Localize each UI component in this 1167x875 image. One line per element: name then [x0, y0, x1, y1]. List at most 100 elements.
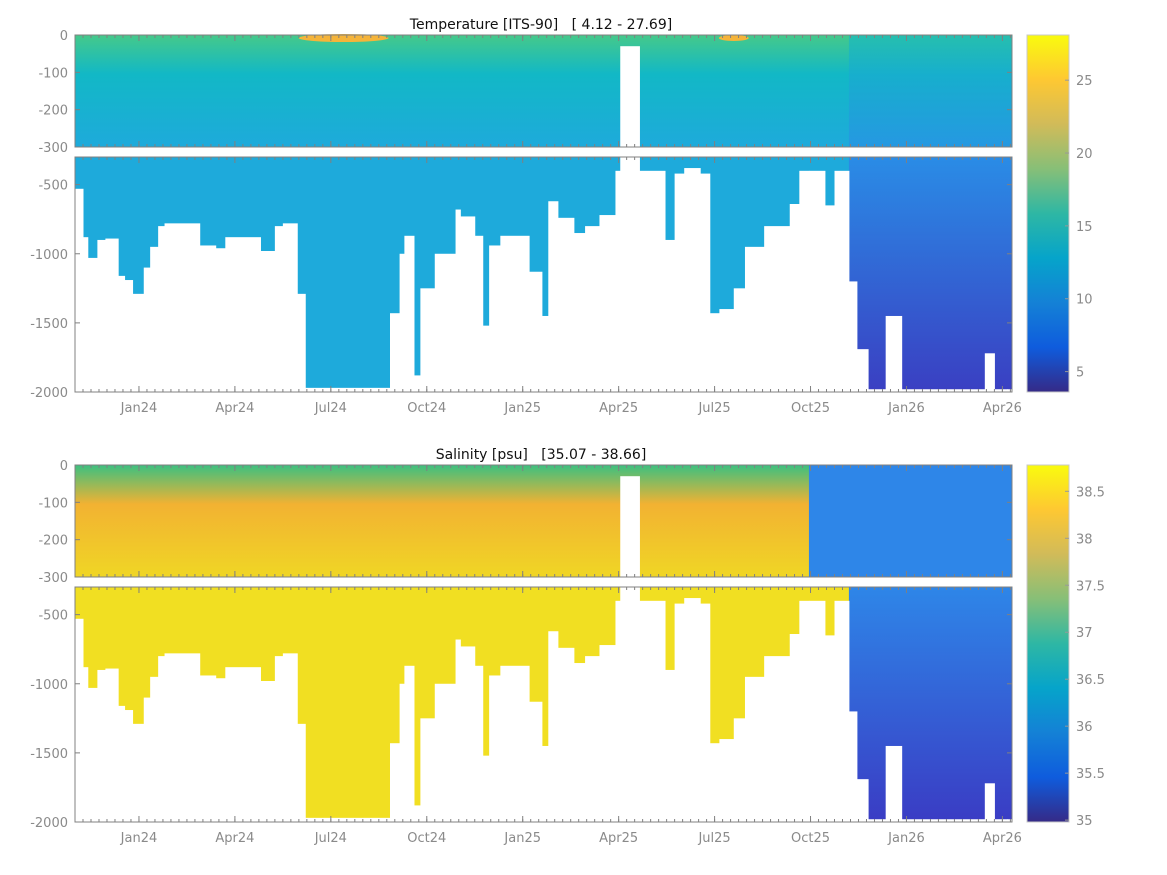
no-data-mask [404, 235, 415, 392]
no-data-mask [260, 681, 276, 822]
colorbar-tick-label: 37 [1076, 626, 1093, 641]
no-data-mask [548, 631, 559, 822]
colorbar-tick-label: 5 [1076, 366, 1084, 381]
colorbar [1026, 34, 1070, 393]
no-data-mask [420, 718, 436, 822]
y-tick-label: -500 [38, 179, 68, 194]
no-data-mask [482, 755, 490, 822]
no-data-mask [404, 665, 415, 822]
no-data-mask [500, 235, 530, 392]
no-data-mask [620, 476, 640, 577]
no-data-mask [885, 745, 903, 822]
no-data-mask [215, 678, 226, 822]
no-data-mask [132, 293, 145, 392]
x-tick-label: Jul24 [314, 831, 347, 846]
x-tick-label: Oct25 [791, 831, 830, 846]
y-tick-label: -300 [38, 141, 68, 156]
colorbar-tick-label: 25 [1076, 74, 1093, 89]
y-tick-label: 0 [60, 459, 68, 474]
no-data-mask [808, 170, 826, 392]
no-data-mask [132, 723, 145, 822]
colorbar-tick-label: 20 [1076, 147, 1093, 162]
colorbar-tick-label: 38 [1076, 532, 1093, 547]
no-data-mask [305, 387, 391, 392]
no-data-mask [150, 676, 159, 822]
chart-title: Salinity [psu] [35.07 - 38.66] [436, 447, 647, 463]
no-data-mask [700, 603, 711, 822]
y-tick-label: -300 [38, 571, 68, 586]
no-data-mask [573, 233, 586, 392]
no-data-mask [105, 238, 119, 392]
no-data-mask [615, 600, 621, 822]
x-tick-label: Apr24 [215, 401, 254, 416]
no-data-mask [75, 618, 84, 822]
lower-axes-frame [74, 586, 1013, 823]
x-tick-label: Jan26 [887, 401, 925, 416]
no-data-mask [585, 656, 600, 822]
no-data-mask [719, 309, 735, 392]
no-data-mask [674, 173, 685, 392]
no-data-mask [489, 675, 501, 822]
no-data-mask [541, 315, 549, 392]
no-data-mask [639, 600, 666, 822]
no-data-mask [124, 280, 134, 392]
no-data-mask [164, 223, 201, 392]
no-data-mask [984, 783, 995, 822]
x-tick-label: Jan25 [503, 401, 541, 416]
no-data-mask [399, 683, 405, 822]
y-tick-label: -2000 [30, 816, 68, 831]
x-tick-label: Oct25 [791, 401, 830, 416]
no-data-mask [158, 656, 166, 822]
no-data-mask [599, 645, 616, 822]
no-data-mask [1007, 819, 1013, 822]
no-data-mask [984, 353, 995, 392]
x-tick-label: Jul25 [697, 831, 730, 846]
x-tick-label: Jul25 [697, 401, 730, 416]
no-data-mask [75, 188, 84, 392]
no-data-mask [143, 697, 151, 822]
colorbar-tick-label: 37.5 [1076, 579, 1105, 594]
no-data-mask [733, 718, 746, 822]
no-data-mask [164, 653, 201, 822]
no-data-mask [620, 157, 640, 392]
colorbar-tick-label: 15 [1076, 220, 1093, 235]
no-data-mask [460, 646, 476, 822]
no-data-mask [297, 723, 306, 822]
no-data-mask [143, 267, 151, 392]
no-data-mask [684, 168, 701, 392]
upper-axes-frame [74, 34, 1013, 148]
no-data-mask [489, 245, 501, 392]
no-data-mask [260, 251, 276, 392]
no-data-mask [994, 389, 1008, 392]
x-tick-label: Oct24 [407, 831, 446, 846]
no-data-mask [709, 313, 720, 392]
y-tick-label: -100 [38, 496, 68, 511]
y-tick-label: -1500 [30, 747, 68, 762]
no-data-mask [834, 170, 850, 392]
no-data-mask [620, 587, 640, 822]
no-data-mask [868, 819, 887, 822]
no-data-mask [199, 675, 217, 822]
no-data-mask [199, 245, 217, 392]
no-data-mask [901, 389, 986, 392]
no-data-mask [573, 663, 586, 822]
no-data-mask [733, 288, 746, 392]
no-data-mask [744, 246, 765, 392]
no-data-mask [500, 665, 530, 822]
x-tick-label: Jan26 [887, 831, 925, 846]
no-data-mask [856, 349, 869, 392]
upper-axes-frame [74, 464, 1013, 578]
colorbar-tick-label: 36 [1076, 720, 1093, 735]
x-tick-label: Apr26 [983, 401, 1022, 416]
no-data-mask [848, 711, 858, 822]
lower-axes-frame [74, 156, 1013, 393]
no-data-mask [413, 375, 421, 392]
no-data-mask [274, 226, 284, 392]
no-data-mask [97, 669, 106, 822]
temperature-chart: 0 -100 -200 -300 -500 -1000 -1500 -2000 Jan24 Apr… [30, 17, 1092, 416]
no-data-mask [455, 639, 461, 822]
y-tick-label: -1500 [30, 317, 68, 332]
x-tick-label: Jan24 [120, 401, 158, 416]
y-tick-label: -200 [38, 534, 68, 549]
